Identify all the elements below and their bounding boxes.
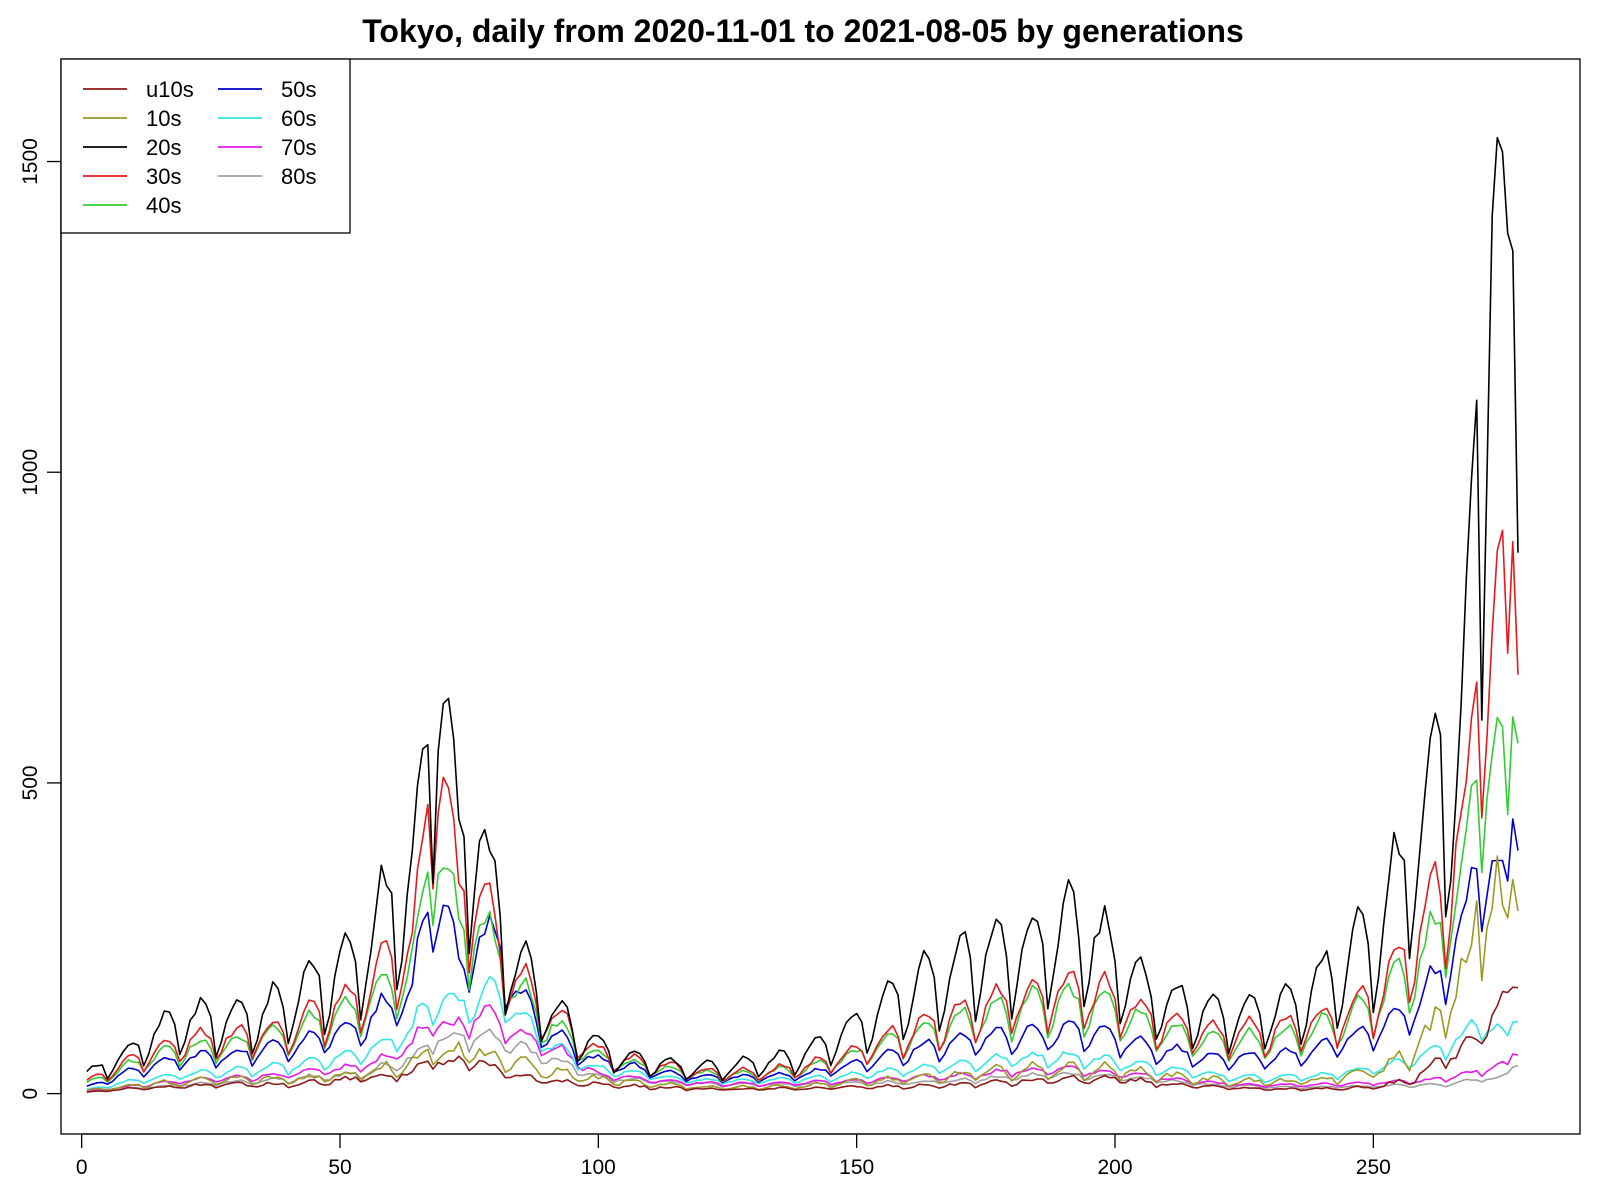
legend-box: [60, 58, 351, 234]
chart-title: Tokyo, daily from 2020-11-01 to 2021-08-…: [362, 13, 1244, 49]
x-tick-label: 50: [328, 1156, 351, 1179]
y-tick-label: 500: [19, 765, 42, 800]
series-line-40s: [86, 716, 1519, 1084]
x-tick-label: 100: [581, 1156, 616, 1179]
series-line-50s: [86, 818, 1519, 1088]
x-tick-label: 0: [76, 1156, 88, 1179]
series-line-30s: [86, 529, 1519, 1083]
legend-label-80s: 80s: [281, 164, 316, 189]
y-axis: 0 500 1000 1500: [19, 138, 62, 1100]
legend: u10s 10s 20s 30s 40s 50s 60s 70s 80s: [60, 58, 351, 234]
series-line-70s: [86, 1004, 1519, 1092]
y-tick-label: 1500: [19, 138, 42, 185]
x-tick-label: 250: [1356, 1156, 1391, 1179]
x-tick-label: 150: [839, 1156, 874, 1179]
legend-label-30s: 30s: [146, 164, 181, 189]
legend-label-40s: 40s: [146, 193, 181, 218]
x-tick-label: 200: [1097, 1156, 1132, 1179]
series-lines: [86, 136, 1519, 1093]
series-line-10s: [86, 855, 1519, 1092]
y-tick-label: 1000: [19, 449, 42, 496]
legend-label-70s: 70s: [281, 135, 316, 160]
x-axis: 0 50 100 150 200 250: [76, 1133, 1391, 1179]
legend-label-60s: 60s: [281, 106, 316, 131]
series-line-u10s: [86, 986, 1519, 1093]
legend-label-10s: 10s: [146, 106, 181, 131]
legend-label-50s: 50s: [281, 77, 316, 102]
legend-label-20s: 20s: [146, 135, 181, 160]
y-tick-label: 0: [19, 1088, 42, 1100]
legend-label-u10s: u10s: [146, 77, 194, 102]
series-line-20s: [86, 136, 1519, 1081]
series-line-60s: [86, 975, 1519, 1091]
